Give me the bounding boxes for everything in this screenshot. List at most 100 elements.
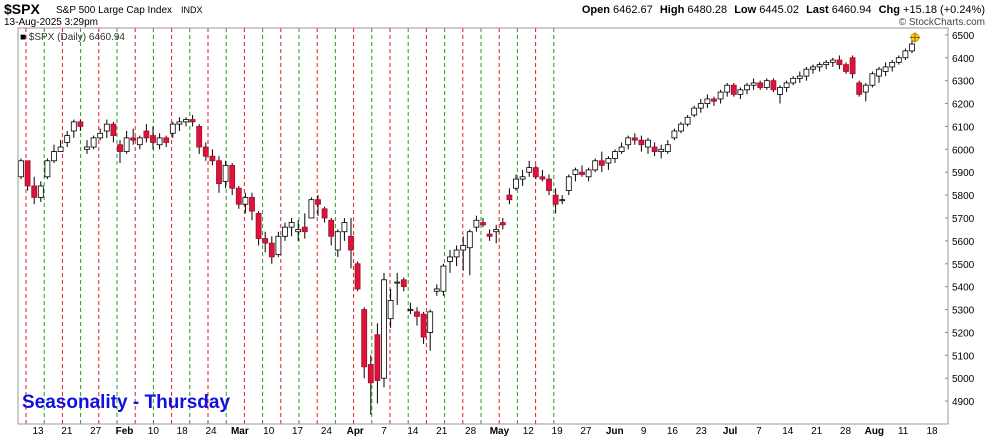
candle-body bbox=[97, 132, 104, 139]
candle-body bbox=[301, 226, 308, 233]
chg-value: +15.18 (+0.24%) bbox=[903, 4, 985, 16]
candle-body bbox=[572, 169, 579, 175]
candle-body bbox=[829, 59, 836, 63]
candle-body bbox=[196, 126, 203, 148]
x-tick-label: 14 bbox=[407, 426, 419, 437]
candle-body bbox=[730, 84, 737, 95]
candle-body bbox=[268, 242, 275, 258]
candle-body bbox=[176, 121, 183, 125]
y-tick-label: 6000 bbox=[952, 145, 975, 156]
candle-body bbox=[506, 194, 513, 201]
candle-body bbox=[24, 160, 31, 187]
candle-body bbox=[235, 187, 242, 205]
x-tick-label: 18 bbox=[177, 426, 189, 437]
candle-body bbox=[354, 263, 361, 290]
x-tick-label: Jul bbox=[723, 426, 738, 437]
candle-body bbox=[37, 185, 44, 198]
y-tick-label: 5500 bbox=[952, 260, 975, 271]
candle-body bbox=[546, 178, 552, 191]
candle-body bbox=[64, 135, 71, 143]
candle-body bbox=[242, 196, 249, 205]
candle-body bbox=[658, 148, 665, 153]
candle-body bbox=[136, 137, 143, 146]
candle-body bbox=[387, 299, 394, 320]
candle-body bbox=[400, 279, 407, 288]
candle-body bbox=[895, 57, 902, 63]
x-tick-label: 7 bbox=[756, 426, 762, 437]
x-tick-label: 18 bbox=[926, 426, 938, 437]
candle-body bbox=[585, 169, 592, 178]
candle-body bbox=[724, 84, 731, 93]
symbol: $SPX bbox=[4, 1, 40, 17]
candle-body bbox=[486, 233, 493, 237]
y-tick-label: 4900 bbox=[952, 397, 975, 408]
candle-body bbox=[348, 235, 354, 251]
candle-body bbox=[750, 82, 757, 86]
candle-body bbox=[70, 121, 77, 132]
x-tick-label: Apr bbox=[347, 426, 364, 437]
candle-body bbox=[130, 137, 137, 141]
candle-body bbox=[618, 146, 625, 153]
y-tick-label: 5700 bbox=[952, 214, 975, 225]
candle-body bbox=[664, 144, 671, 153]
candle-body bbox=[275, 235, 282, 256]
y-tick-label: 5900 bbox=[952, 168, 975, 179]
candle-body bbox=[150, 135, 156, 143]
candle-body bbox=[288, 222, 295, 228]
candle-body bbox=[493, 229, 500, 233]
candle-body bbox=[889, 61, 896, 68]
last-label: Last bbox=[806, 4, 829, 16]
high-value: 6480.28 bbox=[687, 4, 727, 16]
candle-body bbox=[711, 98, 717, 102]
open-label: Open bbox=[582, 4, 610, 16]
candle-body bbox=[790, 77, 797, 84]
candle-body bbox=[334, 231, 341, 251]
candle-body bbox=[737, 89, 744, 95]
candle-body bbox=[625, 137, 632, 146]
candle-body bbox=[579, 171, 585, 175]
candle-body bbox=[255, 213, 262, 239]
candle-body bbox=[453, 249, 460, 258]
candle-body bbox=[717, 91, 724, 100]
x-tick-label: 10 bbox=[148, 426, 160, 437]
candle-body bbox=[744, 84, 750, 91]
candle-body bbox=[460, 245, 467, 251]
candle-body bbox=[229, 164, 236, 189]
quote-date: 13-Aug-2025 3:29pm bbox=[4, 17, 98, 28]
candle-body bbox=[110, 123, 117, 136]
candle-body bbox=[374, 334, 381, 381]
candle-body bbox=[823, 61, 830, 66]
x-tick-label: 27 bbox=[90, 426, 102, 437]
candle-body bbox=[90, 137, 97, 148]
candle-body bbox=[427, 311, 434, 333]
candle-body bbox=[697, 103, 704, 109]
y-tick-label: 6100 bbox=[952, 122, 975, 133]
candle-body bbox=[651, 146, 658, 153]
candle-body bbox=[691, 107, 698, 116]
y-tick-label: 6200 bbox=[952, 100, 975, 111]
candle-body bbox=[631, 137, 638, 141]
candle-body bbox=[810, 66, 816, 70]
candle-body bbox=[856, 82, 863, 95]
x-tick-label: 21 bbox=[811, 426, 823, 437]
low-value: 6445.02 bbox=[759, 4, 799, 16]
candle-body bbox=[433, 288, 440, 292]
candle-body bbox=[777, 87, 783, 95]
candle-body bbox=[407, 309, 414, 311]
candle-body bbox=[671, 130, 678, 139]
y-tick-label: 5800 bbox=[952, 191, 975, 202]
candle-body bbox=[44, 160, 51, 178]
candle-body bbox=[499, 222, 506, 226]
candle-body bbox=[612, 151, 618, 159]
candle-body bbox=[539, 176, 546, 180]
x-tick-label: 9 bbox=[641, 426, 647, 437]
candle-body bbox=[440, 265, 447, 292]
candle-body bbox=[282, 226, 288, 237]
x-tick-label: 19 bbox=[552, 426, 564, 437]
x-tick-label: 28 bbox=[840, 426, 852, 437]
candle-body bbox=[473, 219, 480, 228]
x-tick-label: Mar bbox=[231, 426, 249, 437]
x-tick-label: 27 bbox=[580, 426, 592, 437]
x-tick-label: 24 bbox=[205, 426, 217, 437]
